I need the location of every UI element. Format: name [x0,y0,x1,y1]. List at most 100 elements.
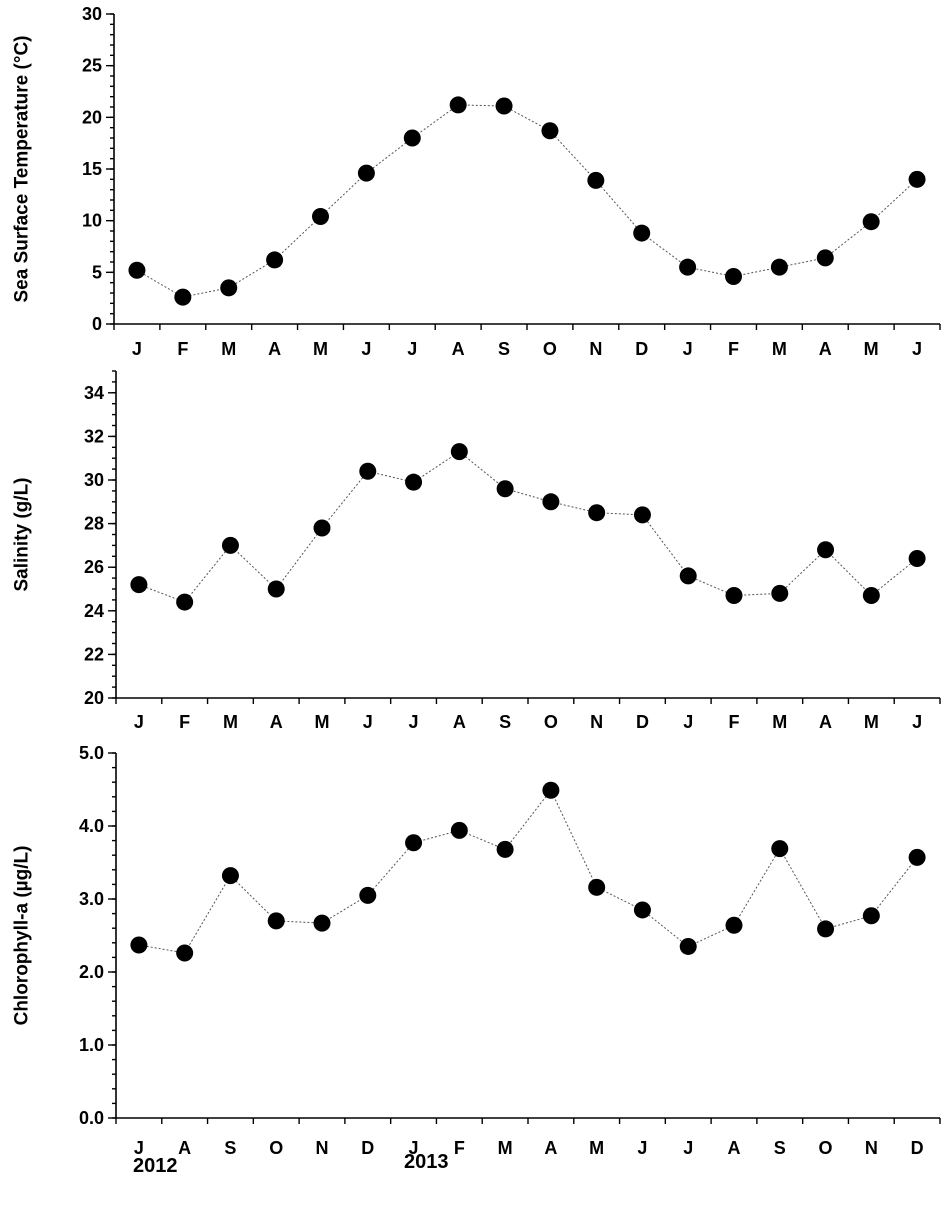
data-point [359,462,377,480]
data-point [542,493,560,511]
data-point [449,96,467,114]
data-point [633,224,651,242]
data-point [862,907,880,925]
x-tick-label: A [270,712,283,732]
y-tick-label: 30 [82,4,102,24]
data-point [176,593,194,611]
data-point [771,584,789,602]
data-point [725,267,742,285]
x-tick-label: M [864,712,879,732]
data-point [679,567,697,585]
x-tick-label: N [865,1138,878,1158]
x-tick-label: F [728,339,739,359]
x-tick-label: A [544,1138,557,1158]
data-point [679,937,697,955]
x-tick-label: J [361,339,371,359]
x-tick-label: D [635,339,648,359]
data-point [587,171,605,189]
chlorophyll-panel: 0.0 1.0 2.0 3.0 4.0 5.0 J A S O N D J F M A M J J A S O N D Chlo… [12,743,941,1158]
data-point [405,834,423,852]
x-tick-label: F [179,712,190,732]
y-tick-label: 25 [82,56,102,76]
y-tick-label: 28 [84,514,104,534]
x-tick-label: M [223,712,238,732]
data-point [359,886,377,904]
x-tick-label: M [315,712,330,732]
data-point [221,536,239,554]
data-point [633,506,651,524]
data-point [403,129,421,147]
x-tick-label: M [589,1138,604,1158]
x-tick-label: J [912,339,922,359]
data-point [725,916,743,934]
data-point [221,867,239,885]
data-point [816,249,834,267]
x-tick-label: A [452,339,465,359]
y-tick-label: 0 [92,314,102,334]
x-tick-label: J [134,1138,144,1158]
y-axis-title: Sea Surface Temperature (°C) [12,35,33,302]
data-point [588,504,606,522]
data-point [862,587,880,605]
data-point [176,944,194,962]
y-tick-label: 24 [84,601,104,621]
x-tick-label: A [268,339,281,359]
x-tick-label: S [224,1138,236,1158]
y-tick-label: 4.0 [79,816,104,836]
data-point [679,258,697,276]
x-tick-label: N [589,339,602,359]
x-tick-label: O [819,1138,833,1158]
data-point [357,164,375,182]
x-tick-label: O [269,1138,283,1158]
y-tick-label: 15 [82,159,102,179]
x-tick-label: A [178,1138,191,1158]
x-tick-label: F [729,712,740,732]
data-point [266,251,284,269]
y-tick-label: 20 [82,107,102,127]
data-point [405,473,423,491]
x-tick-label: F [177,339,188,359]
data-point [908,549,926,567]
x-tick-label: N [316,1138,329,1158]
y-tick-label: 2.0 [79,962,104,982]
y-tick-label: 26 [84,557,104,577]
y-tick-label: 3.0 [79,889,104,909]
x-tick-label: J [409,712,419,732]
data-point [495,97,513,115]
data-point [588,878,606,896]
data-point [267,580,285,598]
x-tick-label: D [911,1138,924,1158]
data-point [313,519,331,537]
x-tick-label: O [544,712,558,732]
data-point [450,443,468,461]
x-tick-label: J [363,712,373,732]
x-tick-label: D [636,712,649,732]
data-point [312,208,329,226]
year-label-2012: 2012 [133,1155,178,1177]
data-point [633,901,651,919]
x-tick-label: M [772,712,787,732]
data-point [496,480,514,498]
x-tick-label: M [313,339,328,359]
y-tick-label: 10 [82,211,102,231]
y-tick-label: 22 [84,644,104,664]
x-tick-label: F [454,1138,465,1158]
y-axis-title: Salinity (g/L) [12,478,33,592]
data-point [496,840,514,858]
x-tick-label: J [134,712,144,732]
x-tick-label: M [498,1138,513,1158]
y-tick-label: 20 [84,688,104,708]
data-point [771,840,789,858]
data-point [817,920,835,938]
x-tick-label: J [683,712,693,732]
data-point [130,576,148,594]
x-tick-label: J [637,1138,647,1158]
y-tick-label: 5.0 [79,743,104,763]
series-line [136,104,918,298]
x-tick-label: J [683,339,693,359]
x-tick-label: J [407,339,417,359]
data-point [770,258,788,276]
x-tick-label: J [912,712,922,732]
year-label-2013: 2013 [404,1151,449,1173]
